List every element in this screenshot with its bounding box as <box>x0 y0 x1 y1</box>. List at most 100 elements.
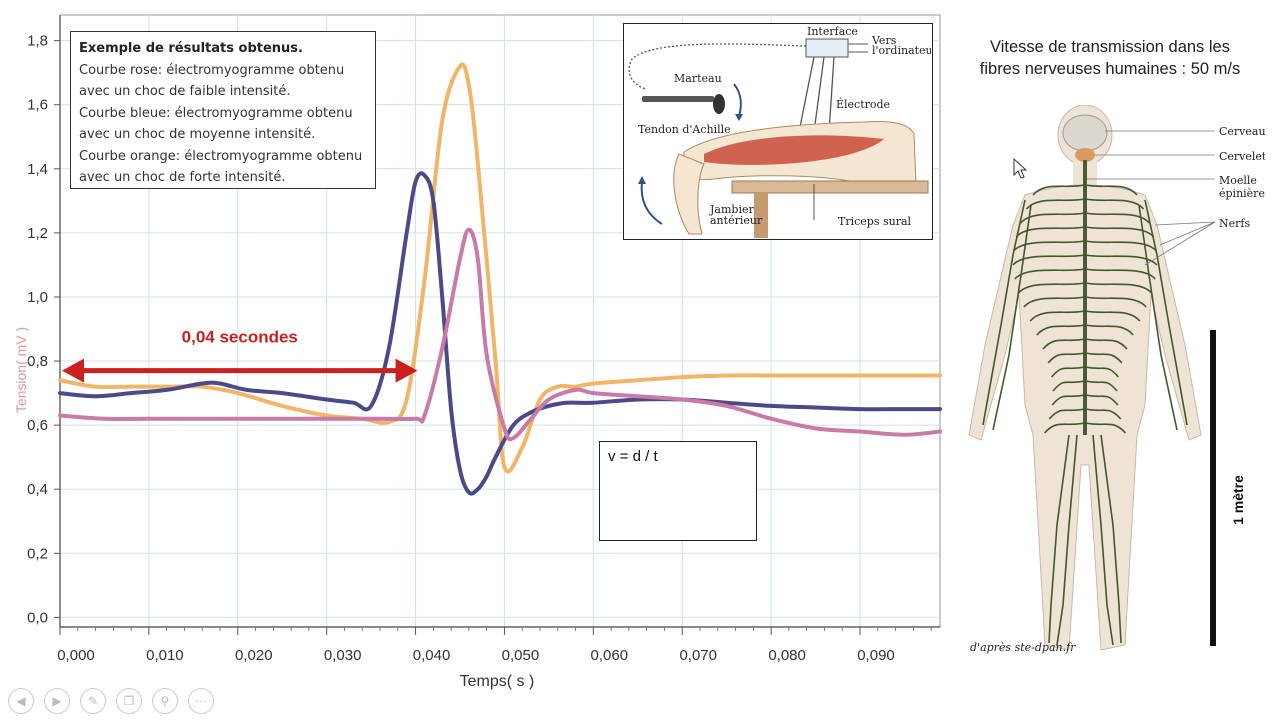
copy-icon[interactable]: ❐ <box>116 688 142 714</box>
foot-motion-arrow <box>640 181 663 225</box>
nerve-branch <box>1014 268 1086 280</box>
nerve-branch <box>1084 324 1134 336</box>
x-tick-label: 0,060 <box>591 647 629 664</box>
nerve-branch <box>1084 296 1147 308</box>
series-line-0 <box>58 62 942 474</box>
ordinateur-label: l'ordinateur <box>872 44 931 57</box>
tendon-label: Tendon d'Achille <box>638 123 731 136</box>
nerve-branch <box>1084 366 1120 378</box>
nerve-branch <box>1084 282 1153 294</box>
nerve-branch <box>1048 408 1086 420</box>
y-tick-label: 1,0 <box>27 289 48 306</box>
y-tick-label: 0,6 <box>27 417 48 434</box>
y-tick-label: 1,6 <box>27 97 48 114</box>
interface-box <box>805 38 849 58</box>
x-tick-label: 0,010 <box>146 647 184 664</box>
reflex-setup-diagram: Interface Vers l'ordinateur Électrode Ma… <box>623 23 939 240</box>
limb-nerve <box>1092 434 1114 646</box>
electrode-wire-3 <box>828 56 835 133</box>
y-tick-label: 0,4 <box>27 481 48 498</box>
x-tick-label: 0,000 <box>57 647 95 664</box>
nerve-branch <box>1084 254 1158 266</box>
legend-line: Courbe bleue: électromyogramme obtenu <box>79 105 353 121</box>
prev-icon[interactable]: ◀ <box>8 688 34 714</box>
x-tick-label: 0,080 <box>768 647 806 664</box>
legend-line: avec un choc de faible intensité. <box>79 84 291 99</box>
nerve-branch <box>1012 240 1086 252</box>
y-axis-label: Tension( mV ) <box>13 327 29 413</box>
limb-nerve <box>1144 199 1188 426</box>
legend-line: avec un choc de forte intensité. <box>79 170 286 185</box>
hammer-handle <box>642 96 714 102</box>
formula-text: v = d / t <box>608 448 658 465</box>
nerve-branch <box>1084 240 1158 252</box>
vers-label: Vers <box>871 34 897 47</box>
speed-title-line-2: fibres nerveuses humaines : 50 m/s <box>979 60 1241 78</box>
electrode-label: Électrode <box>836 97 890 111</box>
limb-nerve <box>992 204 1032 431</box>
electrode-wire-2 <box>813 56 825 133</box>
x-tick-label: 0,070 <box>679 647 717 664</box>
annotation-layer: 0,04 secondes <box>62 328 418 383</box>
nerve-branch <box>1084 422 1127 434</box>
limb-nerve <box>1048 434 1070 644</box>
reflex-setup-illustration: Interface Vers l'ordinateur Électrode Ma… <box>628 25 939 238</box>
y-tick-label: 0,0 <box>27 609 48 626</box>
nerve-branch <box>1036 324 1086 336</box>
nerve-branch <box>1084 408 1122 420</box>
nerve-branch <box>1084 226 1155 238</box>
brain <box>1062 114 1108 152</box>
nerve-network <box>982 184 1188 646</box>
nerve-branch <box>1020 212 1086 224</box>
x-tick-label: 0,030 <box>324 647 362 664</box>
interface-label: Interface <box>807 25 858 38</box>
zoom-icon[interactable]: ⚲ <box>152 688 178 714</box>
table-leg <box>754 193 768 238</box>
moelle-label-1: Moelle <box>1219 174 1257 187</box>
y-tick-label: 1,2 <box>27 225 48 242</box>
series-line-2 <box>58 227 942 442</box>
mouse-cursor-icon <box>1013 158 1028 179</box>
jambier-label-1: Jambier <box>709 203 754 216</box>
scale-bar <box>1210 330 1216 646</box>
nerve-branch <box>1084 394 1119 406</box>
next-icon[interactable]: ▶ <box>44 688 70 714</box>
more-icon[interactable]: ⋯ <box>188 688 214 714</box>
moelle-label-2: épinière <box>1219 187 1265 200</box>
x-tick-label: 0,050 <box>502 647 540 664</box>
pen-icon[interactable]: ✎ <box>80 688 106 714</box>
y-tick-label: 1,8 <box>27 33 48 50</box>
nerve-branch <box>1084 352 1123 364</box>
limb-nerve <box>1100 434 1122 644</box>
nervous-system-figure: Cerveau Cervelet Moelle épinière Nerfs d… <box>968 105 1265 654</box>
legend-title: Exemple de résultats obtenus. <box>79 41 303 56</box>
legend-line: Courbe orange: électromyogramme obtenu <box>79 148 363 164</box>
x-tick-label: 0,090 <box>857 647 895 664</box>
x-tick-label: 0,040 <box>413 647 451 664</box>
nerve-branch <box>1029 310 1086 322</box>
nerve-branch <box>1052 380 1086 392</box>
nerve-branch <box>1084 184 1138 196</box>
legend-box: Exemple de résultats obtenus. Courbe ros… <box>70 31 376 189</box>
annotation-label: 0,04 secondes <box>182 328 298 347</box>
nerve-branch <box>1084 338 1128 350</box>
table-top <box>731 180 929 194</box>
y-tick-label: 0,8 <box>27 353 48 370</box>
muscle-shape <box>704 135 884 165</box>
scale-bar-label: 1 mètre <box>1230 475 1246 525</box>
nerfs-label: Nerfs <box>1219 217 1250 230</box>
series-layer <box>58 62 942 496</box>
triceps-label: Triceps sural <box>838 215 912 228</box>
nerve-branch <box>1084 212 1150 224</box>
limb-nerve <box>982 199 1026 426</box>
presentation-toolbar: ◀ ▶ ✎ ❐ ⚲ ⋯ <box>8 688 214 714</box>
credit-label: d'après ste-dpan.fr <box>970 641 1076 654</box>
nerve-branch <box>1084 310 1141 322</box>
nerve-branch <box>1017 282 1086 294</box>
cerebellum <box>1075 148 1095 162</box>
legend-line: avec un choc de moyenne intensité. <box>79 127 316 142</box>
nerve-branch <box>1032 184 1086 196</box>
nerve-branch <box>1012 254 1086 266</box>
body-labels: Cerveau Cervelet Moelle épinière Nerfs d… <box>970 125 1265 654</box>
cervelet-label: Cervelet <box>1219 150 1265 163</box>
